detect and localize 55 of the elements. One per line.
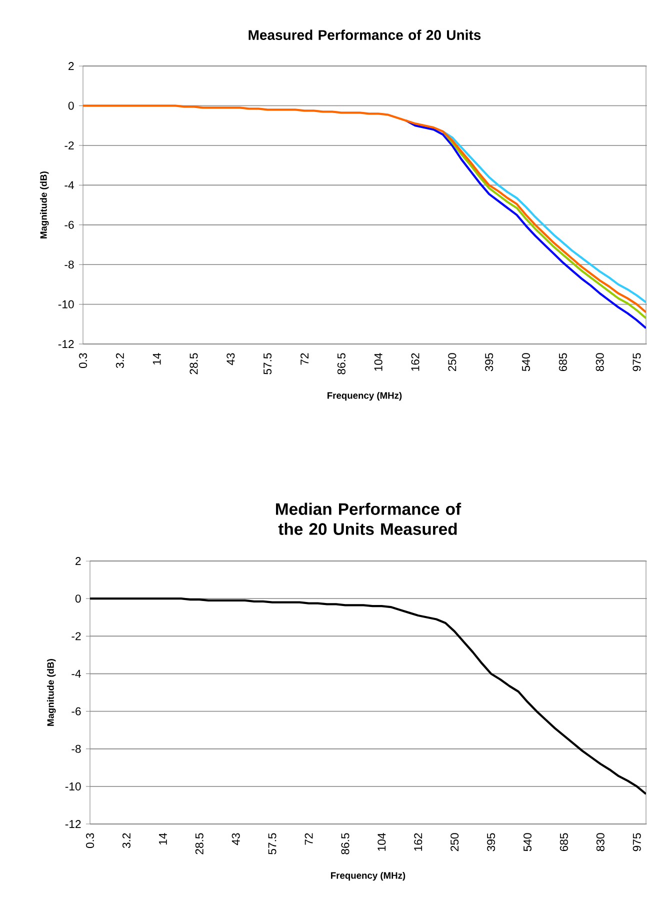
- x-tick-label: 72: [304, 833, 313, 845]
- x-tick-label: 43: [232, 833, 240, 846]
- y-tick-label: -12: [65, 820, 81, 828]
- y-tick-label: -10: [65, 782, 81, 790]
- x-tick-label: 43: [226, 353, 235, 366]
- x-tick-label: 28.5: [195, 833, 204, 854]
- x-tick-label: 250: [448, 353, 456, 372]
- x-tick-label: 685: [560, 833, 568, 852]
- x-tick-label: 0.3: [78, 353, 88, 368]
- x-tick-label: 395: [487, 833, 496, 852]
- line-series: [404, 120, 646, 330]
- y-tick-label: 0: [75, 594, 81, 603]
- x-tick-label: 28.5: [190, 353, 198, 374]
- x-tick-label: 104: [374, 353, 382, 371]
- y-axis-title: Magnitude (dB): [40, 172, 49, 238]
- x-tick-label: 975: [632, 353, 641, 372]
- y-axis-title: Magnitude (dB): [47, 659, 56, 726]
- y-tick-label: 2: [68, 62, 74, 70]
- x-tick-label: 0.3: [86, 833, 94, 848]
- x-tick-label: 685: [558, 353, 567, 372]
- x-tick-label: 395: [485, 353, 494, 372]
- chart-title: Measured Performance of 20 Units: [248, 30, 481, 40]
- x-tick-label: 162: [411, 353, 420, 371]
- x-tick-label: 14: [152, 353, 161, 364]
- x-tick-label: 540: [522, 353, 530, 372]
- y-tick-label: -2: [64, 141, 74, 150]
- x-tick-label: 830: [596, 833, 604, 852]
- y-tick-label: 2: [76, 557, 81, 565]
- x-tick-label: 104: [378, 833, 386, 851]
- x-tick-label: 72: [300, 353, 308, 365]
- chart-title: Median Performance of the 20 Units Measured: [276, 502, 462, 535]
- x-tick-label: 86.5: [341, 833, 350, 854]
- y-tick-label: -12: [58, 340, 74, 348]
- x-tick-label: 830: [596, 353, 604, 372]
- y-tick-label: -10: [58, 300, 74, 308]
- x-tick-label: 250: [450, 833, 459, 852]
- x-axis-title: Frequency (MHz): [328, 392, 402, 401]
- y-tick-label: -8: [72, 744, 81, 753]
- x-tick-label: 3.2: [122, 833, 130, 848]
- y-tick-label: -6: [64, 220, 74, 229]
- y-tick-label: -4: [72, 670, 81, 678]
- x-tick-label: 975: [632, 833, 641, 852]
- x-tick-label: 86.5: [337, 353, 346, 374]
- x-axis-title: Frequency (MHz): [331, 872, 406, 881]
- x-tick-label: 540: [524, 833, 532, 852]
- x-tick-label: 14: [159, 833, 167, 844]
- x-tick-label: 57.5: [268, 833, 276, 854]
- y-tick-label: -6: [72, 707, 81, 716]
- x-tick-label: 162: [414, 833, 422, 851]
- y-tick-label: -4: [64, 181, 74, 190]
- y-tick-label: -2: [72, 632, 81, 640]
- x-tick-label: 3.2: [116, 353, 124, 368]
- y-tick-label: -8: [64, 260, 74, 269]
- y-tick-label: 0: [68, 102, 74, 110]
- x-tick-label: 57.5: [264, 353, 272, 374]
